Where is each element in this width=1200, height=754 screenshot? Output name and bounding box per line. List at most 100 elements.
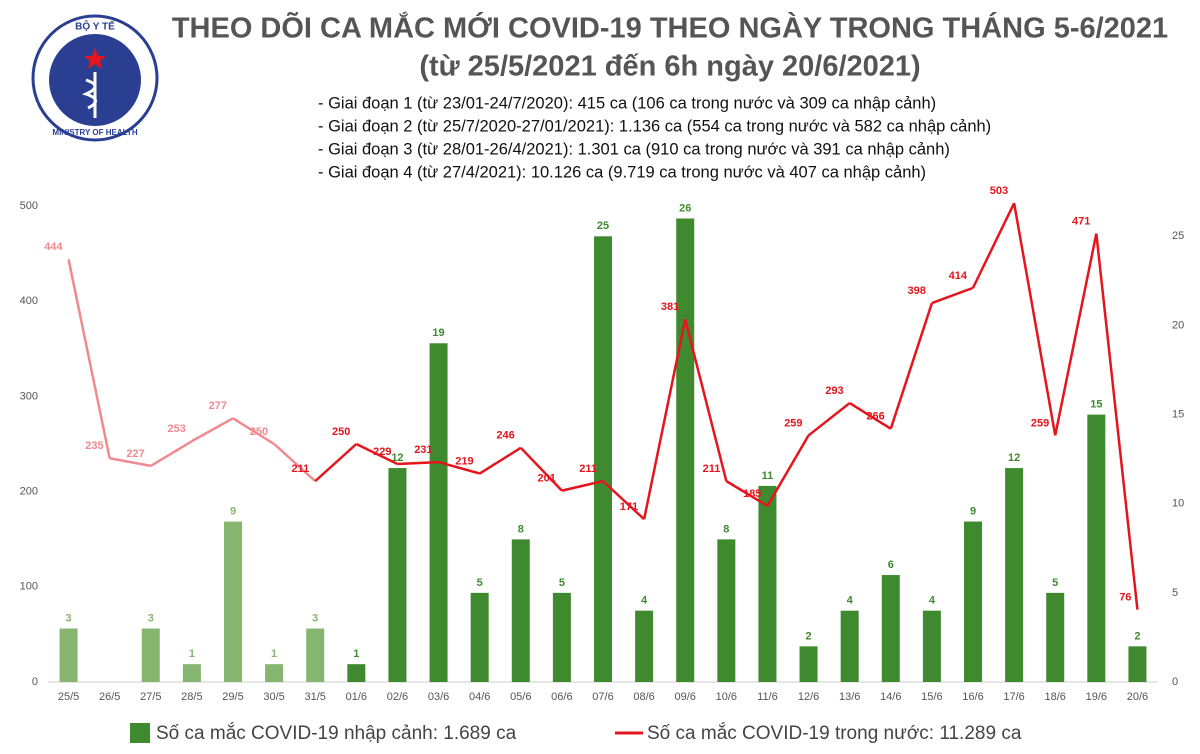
legend-label: Số ca mắc COVID-19 nhập cảnh: 1.689 ca bbox=[156, 722, 517, 744]
line-label: 253 bbox=[168, 423, 186, 435]
line-segment bbox=[1095, 233, 1139, 610]
bar bbox=[922, 610, 941, 682]
chart-title: THEO DÕI CA MẮC MỚI COVID-19 THEO NGÀY T… bbox=[172, 11, 1168, 45]
line-segment bbox=[1012, 202, 1057, 436]
line-label: 503 bbox=[990, 185, 1008, 197]
x-tick-label: 18/6 bbox=[1045, 691, 1066, 703]
x-tick-label: 26/5 bbox=[99, 691, 120, 703]
bar-label: 25 bbox=[597, 220, 609, 232]
line-segment bbox=[314, 443, 358, 483]
x-tick-label: 12/6 bbox=[798, 691, 819, 703]
bar bbox=[511, 539, 530, 682]
bar-label: 19 bbox=[432, 327, 444, 339]
line-label: 76 bbox=[1119, 592, 1131, 604]
line-label: 266 bbox=[866, 411, 884, 423]
bar-label: 5 bbox=[477, 577, 483, 589]
line-segment bbox=[1053, 233, 1098, 436]
y-tick-label: 300 bbox=[20, 390, 38, 402]
line-label: 381 bbox=[661, 301, 679, 313]
line-segment bbox=[355, 442, 398, 466]
line-label: 250 bbox=[332, 426, 350, 438]
logo-top: BỘ Y TẾ bbox=[75, 20, 115, 33]
bar bbox=[1046, 592, 1065, 682]
x-tick-label: 29/5 bbox=[222, 691, 243, 703]
line-segment bbox=[889, 302, 934, 430]
x-tick-label: 09/6 bbox=[675, 691, 696, 703]
line-label: 398 bbox=[908, 285, 926, 297]
bar bbox=[1128, 646, 1147, 682]
bar bbox=[182, 664, 201, 682]
x-tick-label: 05/6 bbox=[510, 691, 531, 703]
y2-tick-label: 20 bbox=[1172, 319, 1184, 331]
x-tick-label: 10/6 bbox=[716, 691, 737, 703]
bar bbox=[388, 468, 407, 682]
logo-snake bbox=[81, 78, 97, 110]
note: - Giai đoạn 1 (từ 23/01-24/7/2020): 415 … bbox=[318, 94, 936, 112]
legend-swatch bbox=[130, 723, 150, 743]
bar-label: 1 bbox=[189, 648, 195, 660]
x-tick-label: 02/6 bbox=[387, 691, 408, 703]
legend-label: Số ca mắc COVID-19 trong nước: 11.289 ca bbox=[647, 722, 1022, 744]
line-segment bbox=[150, 440, 193, 467]
y2-tick-label: 0 bbox=[1172, 676, 1178, 688]
x-tick-label: 15/6 bbox=[921, 691, 942, 703]
bar-label: 8 bbox=[518, 523, 524, 535]
line-segment bbox=[766, 434, 810, 507]
bar bbox=[635, 610, 654, 682]
line-label: 259 bbox=[1031, 417, 1049, 429]
line-segment bbox=[684, 318, 728, 482]
bar bbox=[1087, 414, 1106, 682]
y2-tick-label: 5 bbox=[1172, 587, 1178, 599]
bar-label: 15 bbox=[1090, 398, 1102, 410]
y-tick-label: 200 bbox=[20, 486, 38, 498]
bar bbox=[347, 664, 366, 682]
bar bbox=[594, 236, 612, 682]
line-segment bbox=[232, 417, 275, 446]
line-label: 235 bbox=[85, 440, 103, 452]
line-label: 277 bbox=[209, 400, 227, 412]
bar bbox=[552, 592, 571, 682]
line-label: 231 bbox=[414, 444, 432, 456]
chart-subtitle: (từ 25/5/2021 đến 6h ngày 20/6/2021) bbox=[419, 51, 920, 83]
bar-label: 12 bbox=[1008, 452, 1020, 464]
bar bbox=[224, 521, 242, 682]
bar bbox=[881, 575, 900, 682]
bar-label: 8 bbox=[723, 523, 729, 535]
line-label: 246 bbox=[496, 430, 514, 442]
line-segment bbox=[931, 286, 974, 305]
bar-label: 4 bbox=[847, 595, 854, 607]
line-label: 211 bbox=[291, 463, 309, 475]
x-tick-label: 25/5 bbox=[58, 691, 79, 703]
note: - Giai đoạn 2 (từ 25/7/2020-27/01/2021):… bbox=[318, 117, 991, 135]
line-segment bbox=[519, 446, 563, 492]
bar-label: 1 bbox=[271, 648, 277, 660]
note: - Giai đoạn 3 (từ 28/01-26/4/2021): 1.30… bbox=[318, 140, 950, 158]
bar-label: 6 bbox=[888, 559, 894, 571]
x-tick-label: 14/6 bbox=[880, 691, 901, 703]
line-segment bbox=[397, 460, 439, 466]
bar-label: 2 bbox=[805, 630, 811, 642]
bar-label: 4 bbox=[641, 595, 648, 607]
line-label: 444 bbox=[44, 241, 63, 253]
bar bbox=[676, 218, 695, 682]
bar bbox=[306, 628, 325, 682]
line-label: 219 bbox=[455, 455, 473, 467]
x-tick-label: 07/6 bbox=[592, 691, 613, 703]
bar-label: 26 bbox=[679, 202, 691, 214]
line-label: 211 bbox=[579, 463, 597, 475]
x-tick-label: 13/6 bbox=[839, 691, 860, 703]
bar bbox=[59, 628, 78, 682]
line-label: 201 bbox=[538, 473, 556, 485]
line-segment bbox=[561, 479, 604, 492]
logo-star bbox=[84, 48, 106, 69]
line-segment bbox=[191, 417, 234, 443]
x-tick-label: 16/6 bbox=[962, 691, 983, 703]
bar bbox=[799, 646, 818, 682]
line-label: 471 bbox=[1072, 216, 1090, 228]
bar bbox=[840, 610, 859, 682]
line-segment bbox=[479, 446, 522, 475]
logo: BỘ Y TẾ MINISTRY OF HEALTH bbox=[31, 14, 159, 142]
bar-label: 2 bbox=[1134, 630, 1140, 642]
x-tick-label: 30/5 bbox=[263, 691, 284, 703]
